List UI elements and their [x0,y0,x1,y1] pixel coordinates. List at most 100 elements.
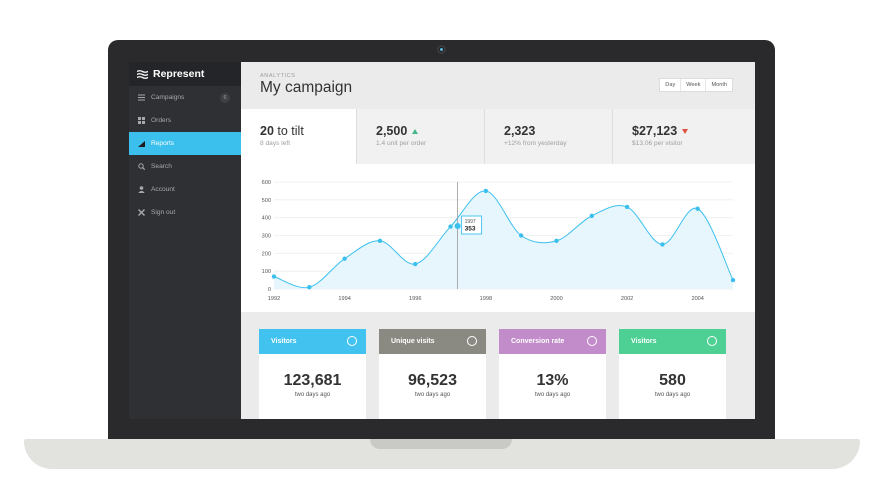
stat-value: 2,323 [504,124,536,138]
stat-value: 2,500 [376,124,408,138]
laptop-notch [370,439,512,449]
sidebar-item-search[interactable]: Search [129,155,241,178]
stats-bar: 20 to tilt 8 days left 2,500 1.4 unit pe… [241,109,755,164]
sidebar-item-label: Reports [151,140,175,147]
x-tick-label: 1992 [268,296,280,302]
stat-sub: 1.4 unit per order [376,140,427,147]
card-head: Unique visits [379,329,486,354]
stat-sub: $13.06 per visitor [632,140,683,147]
data-point [518,233,524,238]
card-head: Conversion rate [499,329,606,354]
area-fill [274,190,733,289]
card-sub: two days ago [294,392,331,398]
stat-tilt[interactable]: 20 to tilt 8 days left [241,109,357,164]
tooltip-value-label: 353 [465,226,476,233]
card-head: Visitors [259,329,366,354]
circle-icon[interactable] [347,336,357,346]
y-tick-label: 200 [262,251,271,257]
page-header: ANALYTICS My campaign Day Week Month [241,62,755,109]
data-point [589,213,594,219]
cards-row: Visitors 123,681 two days ago Unique vis… [241,312,755,419]
search-icon [138,163,145,170]
card-value: 96,523 [408,372,457,389]
data-point [730,277,736,283]
y-tick-label: 300 [262,234,271,240]
x-tick-label: 2004 [691,296,703,302]
sidebar-item-label: Orders [151,117,172,124]
trend-up-icon [412,128,419,134]
card-title: Conversion rate [511,338,565,345]
area-chart[interactable]: 0 100 200 300 400 500 600 1992 1994 1996 1998 2000 2… [241,164,755,312]
stat-value-suffix: to tilt [277,124,304,138]
tooltip-box [461,215,483,235]
range-week-button[interactable]: Week [681,79,707,91]
data-point [342,256,347,261]
sidebar-item-orders[interactable]: Orders [129,109,241,132]
card-head: Visitors [619,329,726,354]
menu-icon [138,94,145,101]
data-point [413,261,418,267]
chart-panel: 0 100 200 300 400 500 600 1992 1994 1996 1998 2000 2… [241,164,755,312]
card-title: Unique visits [391,338,435,345]
data-point [695,206,700,211]
card-conversion-rate[interactable]: Conversion rate 13% two days ago [499,329,606,419]
user-icon [138,186,145,193]
card-sub: two days ago [654,392,691,398]
screen: Represent Campaigns 6 Orders Reports Sea… [129,62,755,419]
card-value: 123,681 [283,372,342,389]
x-tick-label: 2000 [550,296,562,302]
stat-orders[interactable]: 2,323 +12% from yesterday [485,109,613,164]
stat-value: $27,123 [632,124,678,138]
data-point [448,224,453,229]
range-day-button[interactable]: Day [660,79,682,91]
grid-icon [138,117,145,124]
y-tick-label: 100 [262,269,271,275]
stat-revenue[interactable]: $27,123 $13.06 per visitor [613,109,755,164]
chart-icon [138,141,145,147]
card-value: 13% [536,372,569,389]
circle-icon[interactable] [467,336,477,346]
card-unique-visits[interactable]: Unique visits 96,523 two days ago [379,329,486,419]
card-title: Visitors [271,338,297,345]
sidebar-item-campaigns[interactable]: Campaigns 6 [129,86,241,109]
x-tick-label: 1994 [338,296,350,302]
stat-units[interactable]: 2,500 1.4 unit per order [357,109,485,164]
sidebar-item-label: Sign out [151,209,176,216]
close-icon [138,209,145,216]
page-title: My campaign [260,79,353,96]
y-tick-label: 600 [262,180,271,186]
sidebar: Represent Campaigns 6 Orders Reports Sea… [129,62,241,419]
card-sub: two days ago [414,392,451,398]
data-point [554,238,559,244]
data-point [377,238,383,244]
y-tick-label: 500 [262,198,271,204]
circle-icon[interactable] [707,336,717,346]
range-month-button[interactable]: Month [711,82,727,88]
card-visitors-2[interactable]: Visitors 580 two days ago [619,329,726,419]
data-point [307,285,312,290]
data-point [483,188,489,194]
sidebar-item-account[interactable]: Account [129,178,241,201]
circle-icon[interactable] [587,336,597,346]
brand-name: Represent [153,68,205,80]
time-range-toggle: Day Week Month [659,78,733,92]
brand[interactable]: Represent [129,62,241,86]
section-kicker: ANALYTICS [260,73,296,79]
tooltip-x-label: 1997 [465,219,476,225]
x-tick-label: 1998 [480,296,492,302]
sidebar-item-label: Account [151,186,175,193]
data-point [660,242,665,247]
card-visitors[interactable]: Visitors 123,681 two days ago [259,329,366,419]
trend-down-icon [682,128,689,134]
sidebar-item-label: Search [151,163,172,170]
logo-waves-icon [137,69,148,79]
sidebar-item-reports[interactable]: Reports [129,132,241,155]
sidebar-item-signout[interactable]: Sign out [129,201,241,224]
data-point [624,204,630,210]
data-point [271,274,277,279]
card-title: Visitors [631,338,657,345]
camera-icon [437,45,446,54]
card-value: 580 [659,372,686,389]
sidebar-item-label: Campaigns [151,94,185,101]
x-tick-label: 1996 [409,296,421,302]
